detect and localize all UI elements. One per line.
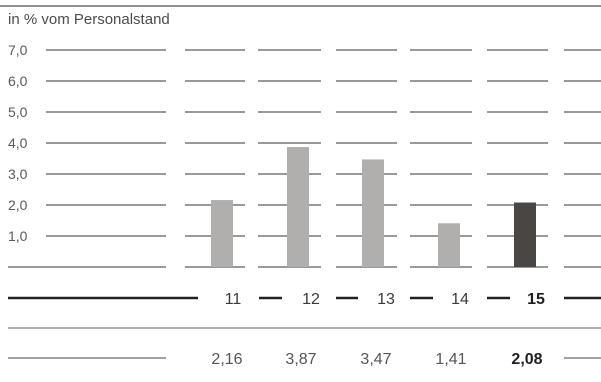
bar-14 [438, 223, 460, 267]
category-label: 11 [225, 291, 242, 308]
data-label: 2,08 [511, 351, 542, 368]
data-label: 3,87 [285, 351, 316, 368]
data-label: 1,41 [435, 351, 466, 368]
bar-13 [362, 159, 384, 267]
gridlines [8, 49, 601, 268]
data-label: 3,47 [360, 351, 391, 368]
x-axis-categories: 11 12 13 14 15 [8, 291, 601, 308]
y-tick-label: 1,0 [8, 228, 28, 244]
category-label: 14 [451, 291, 469, 308]
category-label: 13 [377, 291, 395, 308]
bar-12 [287, 147, 309, 267]
data-label: 2,16 [211, 351, 242, 368]
bar-11 [211, 200, 233, 267]
value-row: 2,16 3,87 3,47 1,41 2,08 [8, 327, 601, 368]
unit-label: in % vom Personalstand [8, 11, 170, 28]
y-tick-label: 2,0 [8, 197, 28, 213]
y-tick-label: 3,0 [8, 166, 28, 182]
bar-15 [514, 202, 536, 267]
y-tick-label: 7,0 [8, 42, 28, 58]
y-axis-ticks: 7,0 6,0 5,0 4,0 3,0 2,0 1,0 [8, 42, 28, 244]
category-label: 12 [302, 291, 320, 308]
y-tick-label: 4,0 [8, 135, 28, 151]
y-tick-label: 5,0 [8, 104, 28, 120]
category-label: 15 [527, 291, 545, 308]
bars [211, 147, 536, 267]
y-tick-label: 6,0 [8, 73, 28, 89]
